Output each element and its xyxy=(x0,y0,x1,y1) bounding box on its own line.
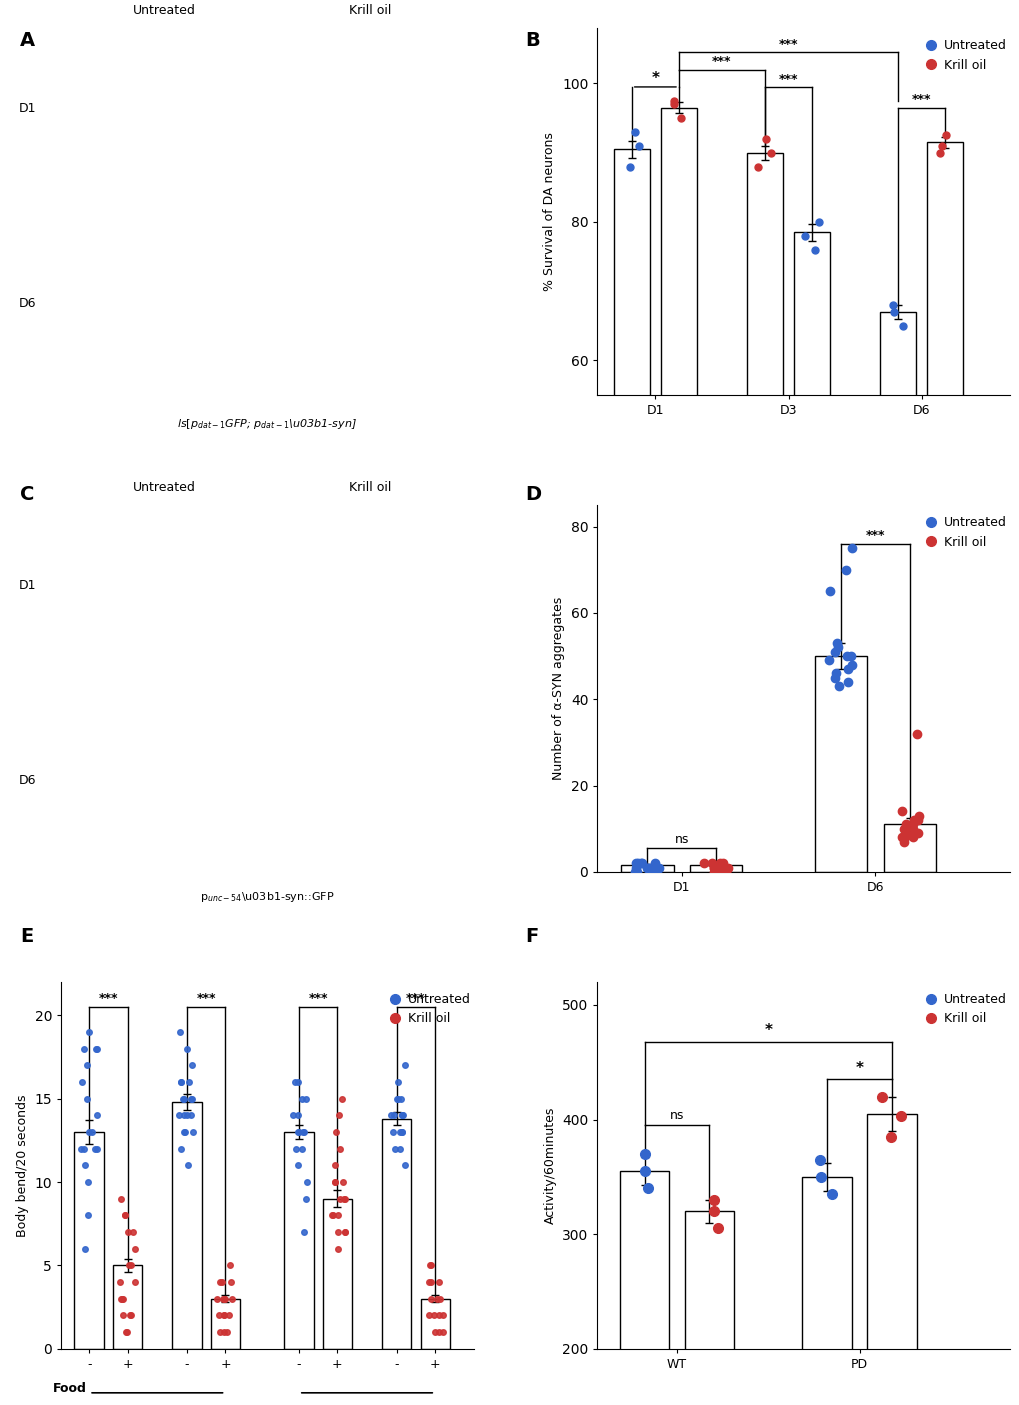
Bar xyxy=(74,1132,104,1349)
Text: ***: *** xyxy=(865,528,884,542)
Text: ***: *** xyxy=(99,992,118,1006)
Legend: Untreated, Krill oil: Untreated, Krill oil xyxy=(922,988,1011,1030)
Bar xyxy=(172,1102,202,1349)
Bar xyxy=(660,108,696,776)
Text: ***: *** xyxy=(779,73,798,86)
Bar xyxy=(113,1266,142,1349)
Text: *: * xyxy=(855,1061,863,1076)
Bar xyxy=(879,312,915,776)
Bar xyxy=(382,1118,411,1349)
Text: E: E xyxy=(20,927,34,947)
Text: ns: ns xyxy=(669,1109,684,1121)
Text: ***: *** xyxy=(911,93,930,107)
Text: ***: *** xyxy=(406,992,425,1006)
Legend: Untreated, Krill oil: Untreated, Krill oil xyxy=(386,988,475,1030)
Text: D1: D1 xyxy=(19,579,37,593)
Text: Untreated: Untreated xyxy=(132,4,196,17)
Text: ***: *** xyxy=(711,55,731,69)
Text: Krill oil: Krill oil xyxy=(348,481,391,495)
Text: C: C xyxy=(20,485,35,504)
Text: F: F xyxy=(525,927,538,947)
Bar xyxy=(866,1114,916,1405)
Bar xyxy=(684,1211,734,1405)
Bar xyxy=(802,1177,851,1405)
Text: ***: *** xyxy=(308,992,327,1006)
Bar xyxy=(420,1298,449,1349)
Text: ***: *** xyxy=(197,992,216,1006)
Legend: Untreated, Krill oil: Untreated, Krill oil xyxy=(922,511,1011,554)
Bar xyxy=(926,142,963,776)
Y-axis label: % Survival of DA neurons: % Survival of DA neurons xyxy=(543,132,555,291)
Bar xyxy=(746,153,783,776)
Text: *: * xyxy=(763,1023,771,1038)
Bar xyxy=(211,1298,239,1349)
Bar xyxy=(882,825,935,873)
Text: D1: D1 xyxy=(19,103,37,115)
Text: D: D xyxy=(525,485,541,504)
Text: D6: D6 xyxy=(19,296,37,309)
Text: Untreated: Untreated xyxy=(132,481,196,495)
Bar xyxy=(613,149,649,776)
Legend: Untreated, Krill oil: Untreated, Krill oil xyxy=(922,34,1011,77)
Bar xyxy=(620,1172,668,1405)
Text: *: * xyxy=(651,70,658,86)
Text: $ls[p_{dat-1}$GFP; $p_{dat-1}$\u03b1-syn]: $ls[p_{dat-1}$GFP; $p_{dat-1}$\u03b1-syn… xyxy=(177,417,357,431)
Text: ***: *** xyxy=(779,38,798,51)
Y-axis label: Number of α-SYN aggregates: Number of α-SYN aggregates xyxy=(551,597,565,780)
Bar xyxy=(689,865,742,873)
Bar xyxy=(322,1198,352,1349)
Text: Food: Food xyxy=(53,1381,87,1395)
Text: p$_{unc-54}$\u03b1-syn::GFP: p$_{unc-54}$\u03b1-syn::GFP xyxy=(200,891,334,905)
Text: B: B xyxy=(525,31,539,51)
Bar xyxy=(284,1132,313,1349)
Y-axis label: Activity/60minutes: Activity/60minutes xyxy=(543,1107,556,1224)
Text: A: A xyxy=(20,31,36,51)
Text: D6: D6 xyxy=(19,774,37,787)
Text: Krill oil: Krill oil xyxy=(348,4,391,17)
Bar xyxy=(814,656,866,873)
Text: ns: ns xyxy=(674,833,688,846)
Bar xyxy=(794,232,829,776)
Bar xyxy=(621,865,673,873)
Y-axis label: Body bend/20 seconds: Body bend/20 seconds xyxy=(16,1094,29,1236)
